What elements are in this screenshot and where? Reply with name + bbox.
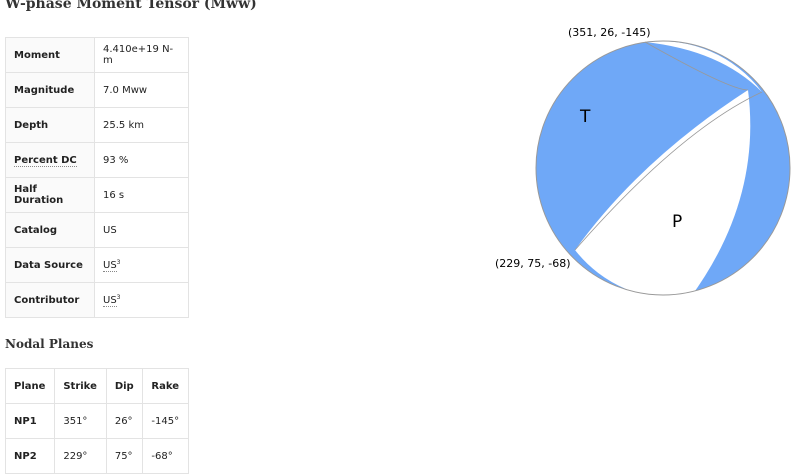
detail-label: Percent DC <box>5 142 95 178</box>
column-header: Dip <box>105 368 144 404</box>
section-title: Nodal Planes <box>5 337 94 351</box>
footnote-marker: 3 <box>116 293 121 301</box>
detail-label: Contributor <box>5 282 95 318</box>
dilatation-area <box>575 90 751 299</box>
p-axis-label: P <box>672 212 682 232</box>
detail-label-text: Moment <box>14 49 60 61</box>
nodal-planes-table: Plane Strike Dip Rake NP1 351° 26° -145° NP2 229°… <box>4 368 189 474</box>
plane-value: 26° <box>105 403 144 439</box>
detail-row: Moment 4.410e+19 N-m <box>5 37 189 73</box>
plane-value: 351° <box>54 403 107 439</box>
detail-value-text: 16 s <box>103 189 125 201</box>
detail-label: Half Duration <box>5 177 95 213</box>
detail-row: Data Source US3 <box>5 247 189 283</box>
detail-row: Contributor US3 <box>5 282 189 318</box>
plane-name: NP1 <box>4 403 56 439</box>
details-table: Moment 4.410e+19 N-m Magnitude 7.0 Mww Depth… <box>5 37 189 318</box>
detail-value-text: 25.5 km <box>103 119 144 131</box>
detail-value-text: US <box>103 224 117 236</box>
detail-value-text: 4.410e+19 N-m <box>103 44 174 66</box>
detail-link[interactable]: US <box>103 260 117 273</box>
dilatation-area <box>645 41 762 92</box>
np1-label: (351, 26, -145) <box>568 26 651 39</box>
detail-label-text: Half Duration <box>14 184 64 206</box>
detail-label: Moment <box>5 37 95 73</box>
plane-value: -68° <box>142 438 189 474</box>
detail-label: Catalog <box>5 212 95 248</box>
detail-label-text: Data Source <box>14 259 83 271</box>
detail-value: US3 <box>94 247 189 283</box>
detail-row: Depth 25.5 km <box>5 107 189 143</box>
detail-label-text: Depth <box>14 119 49 131</box>
detail-label: Magnitude <box>5 72 95 108</box>
plane-row: NP2 229° 75° -68° <box>4 438 189 474</box>
detail-value: 7.0 Mww <box>94 72 189 108</box>
detail-value-text: 7.0 Mww <box>103 84 148 96</box>
detail-value: US <box>94 212 189 248</box>
np2-label: (229, 75, -68) <box>495 257 571 270</box>
detail-label: Depth <box>5 107 95 143</box>
detail-label-text: Magnitude <box>14 84 75 96</box>
detail-value: US3 <box>94 282 189 318</box>
nodal-line <box>644 41 749 91</box>
plane-value: -145° <box>142 403 189 439</box>
detail-link[interactable]: US <box>103 295 117 308</box>
detail-row: Magnitude 7.0 Mww <box>5 72 189 108</box>
plane-row: NP1 351° 26° -145° <box>4 403 189 439</box>
nodal-line <box>574 91 763 251</box>
plane-name: NP2 <box>4 438 56 474</box>
detail-row: Catalog US <box>5 212 189 248</box>
column-header: Plane <box>4 368 56 404</box>
outline <box>535 40 791 296</box>
detail-value: 93 % <box>94 142 189 178</box>
detail-row: Percent DC 93 % <box>5 142 189 178</box>
detail-label-text: Catalog <box>14 224 58 236</box>
beachball: (351, 26, -145) (229, 75, -68) T P <box>495 26 791 299</box>
detail-value: 25.5 km <box>94 107 189 143</box>
detail-label-text: Percent DC <box>14 154 77 167</box>
detail-value-text: 93 % <box>103 154 129 166</box>
detail-label: Data Source <box>5 247 95 283</box>
detail-label-text: Contributor <box>14 294 80 306</box>
plane-value: 75° <box>105 438 144 474</box>
footnote-marker: 3 <box>116 258 121 266</box>
page-title: W-phase Moment Tensor (Mww) <box>5 0 257 12</box>
column-header: Strike <box>54 368 107 404</box>
detail-value: 4.410e+19 N-m <box>94 37 189 73</box>
detail-value: 16 s <box>94 177 189 213</box>
detail-row: Half Duration 16 s <box>5 177 189 213</box>
column-header: Rake <box>142 368 189 404</box>
plane-value: 229° <box>54 438 107 474</box>
t-axis-label: T <box>579 107 591 127</box>
